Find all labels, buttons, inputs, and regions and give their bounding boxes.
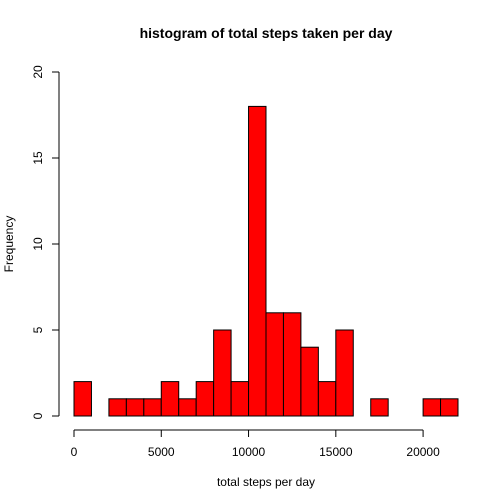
chart-title: histogram of total steps taken per day xyxy=(140,25,393,41)
y-tick-label: 15 xyxy=(31,151,45,165)
y-tick-label: 5 xyxy=(31,326,45,333)
histogram-bar-17 xyxy=(371,399,388,416)
histogram-bar-12 xyxy=(283,313,300,416)
x-tick-label: 0 xyxy=(71,445,78,459)
histogram-bar-21 xyxy=(441,399,458,416)
histogram-bar-20 xyxy=(423,399,440,416)
y-tick-label: 20 xyxy=(31,65,45,79)
histogram-bar-8 xyxy=(214,330,231,416)
histogram-bar-0 xyxy=(74,382,91,416)
histogram-bar-3 xyxy=(126,399,143,416)
histogram-bar-6 xyxy=(179,399,196,416)
histogram-bar-10 xyxy=(249,106,266,416)
x-tick-label: 20000 xyxy=(406,445,440,459)
histogram-bar-11 xyxy=(266,313,283,416)
y-tick-label: 10 xyxy=(31,237,45,251)
y-tick-label: 0 xyxy=(31,412,45,419)
histogram-bar-7 xyxy=(196,382,213,416)
histogram-bar-4 xyxy=(144,399,161,416)
x-axis-label: total steps per day xyxy=(217,475,315,489)
histogram-bar-2 xyxy=(109,399,126,416)
x-axis: 0 5000 10000 15000 20000 xyxy=(71,430,440,459)
histogram-bar-13 xyxy=(301,347,318,416)
y-axis-label: Frequency xyxy=(2,216,16,273)
histogram-bar-14 xyxy=(318,382,335,416)
bars-group xyxy=(74,106,458,416)
histogram-bar-5 xyxy=(161,382,178,416)
x-tick-label: 15000 xyxy=(319,445,353,459)
x-tick-label: 5000 xyxy=(148,445,175,459)
histogram-bar-15 xyxy=(336,330,353,416)
x-tick-label: 10000 xyxy=(232,445,266,459)
histogram-bar-9 xyxy=(231,382,248,416)
y-axis: 0 5 10 15 20 xyxy=(31,65,59,419)
